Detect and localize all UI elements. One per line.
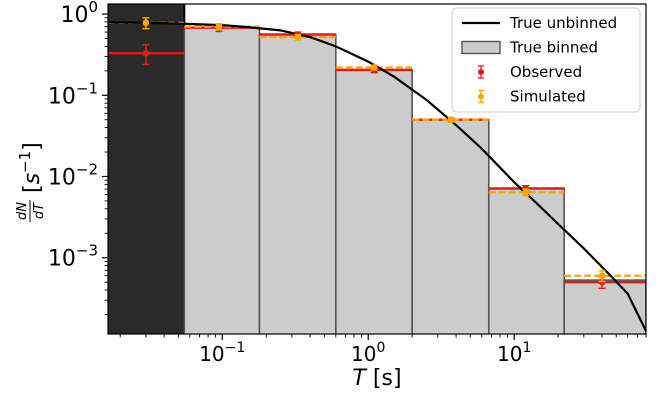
simulated-point — [215, 23, 223, 30]
x-axis-symbol: T — [352, 366, 367, 391]
true-binned-bar — [335, 69, 413, 334]
legend-handle-marker — [478, 93, 484, 100]
y-axis-frac-den: dT — [32, 202, 47, 219]
x-tick-label: 10−1 — [199, 340, 245, 366]
y-tick-base: 10 — [48, 247, 76, 272]
legend: True unbinned True binned Observed Simulate… — [451, 7, 641, 113]
y-tick-exp: −1 — [76, 79, 98, 97]
legend-label: Observed — [510, 63, 582, 81]
y-axis-unit-exp: −1 — [16, 151, 34, 173]
legend-handle-patch — [461, 40, 501, 55]
y-tick-label: 10−1 — [48, 79, 98, 109]
y-tick-exp: −2 — [76, 160, 98, 178]
y-axis-unit-base: s — [20, 173, 45, 184]
legend-label: True binned — [509, 39, 598, 57]
plot-frame — [107, 3, 647, 335]
simulated-point — [447, 116, 455, 124]
x-tick-base: 10 — [497, 342, 522, 366]
y-tick-label: 10−2 — [48, 160, 98, 190]
y-axis-label: dN dT [s−1] — [15, 142, 47, 222]
x-tick-base: 10 — [199, 342, 224, 366]
true-binned-bar — [487, 187, 565, 334]
true-binned-bar — [183, 26, 261, 334]
plot-content — [108, 4, 646, 334]
y-tick-base: 10 — [60, 3, 88, 28]
y-axis-unit-close: ] — [20, 142, 45, 151]
simulated-point — [370, 64, 378, 71]
simulated-point — [598, 272, 606, 280]
legend-handle-marker — [478, 69, 484, 75]
x-tick-base: 10 — [351, 342, 376, 366]
y-axis-unit-open: [ — [20, 184, 45, 193]
x-tick-label: 100 — [351, 340, 385, 366]
y-tick-label: 10−3 — [48, 242, 98, 272]
y-tick-exp: −3 — [76, 242, 98, 260]
simulated-point — [522, 188, 530, 196]
legend-label: Simulated — [510, 88, 586, 106]
y-axis-unit: [s−1] — [16, 142, 45, 193]
simulated-point — [294, 33, 302, 41]
x-tick-exp: −1 — [225, 340, 246, 356]
observed-point — [142, 49, 150, 57]
x-axis-space — [366, 366, 373, 391]
true-binned-bar — [258, 33, 337, 334]
true-binned-bar — [563, 279, 646, 334]
plot-area — [108, 4, 646, 334]
x-axis-label: T [s] — [352, 366, 401, 391]
y-tick-base: 10 — [48, 165, 76, 190]
legend-label: True unbinned — [509, 14, 617, 32]
true-binned-bar — [411, 118, 490, 334]
x-tick-exp: 1 — [522, 340, 531, 356]
true-unbinned-curve — [108, 21, 646, 332]
legend-box — [451, 7, 641, 113]
simulated-point — [142, 19, 150, 27]
y-tick-exp: 0 — [88, 0, 98, 16]
x-tick-label: 101 — [497, 340, 531, 366]
y-axis-frac-num: dN — [15, 202, 30, 220]
y-tick-label: 100 — [60, 0, 98, 28]
x-tick-exp: 0 — [376, 340, 385, 356]
y-tick-base: 10 — [48, 84, 76, 109]
x-axis-unit: [s] — [373, 366, 402, 391]
